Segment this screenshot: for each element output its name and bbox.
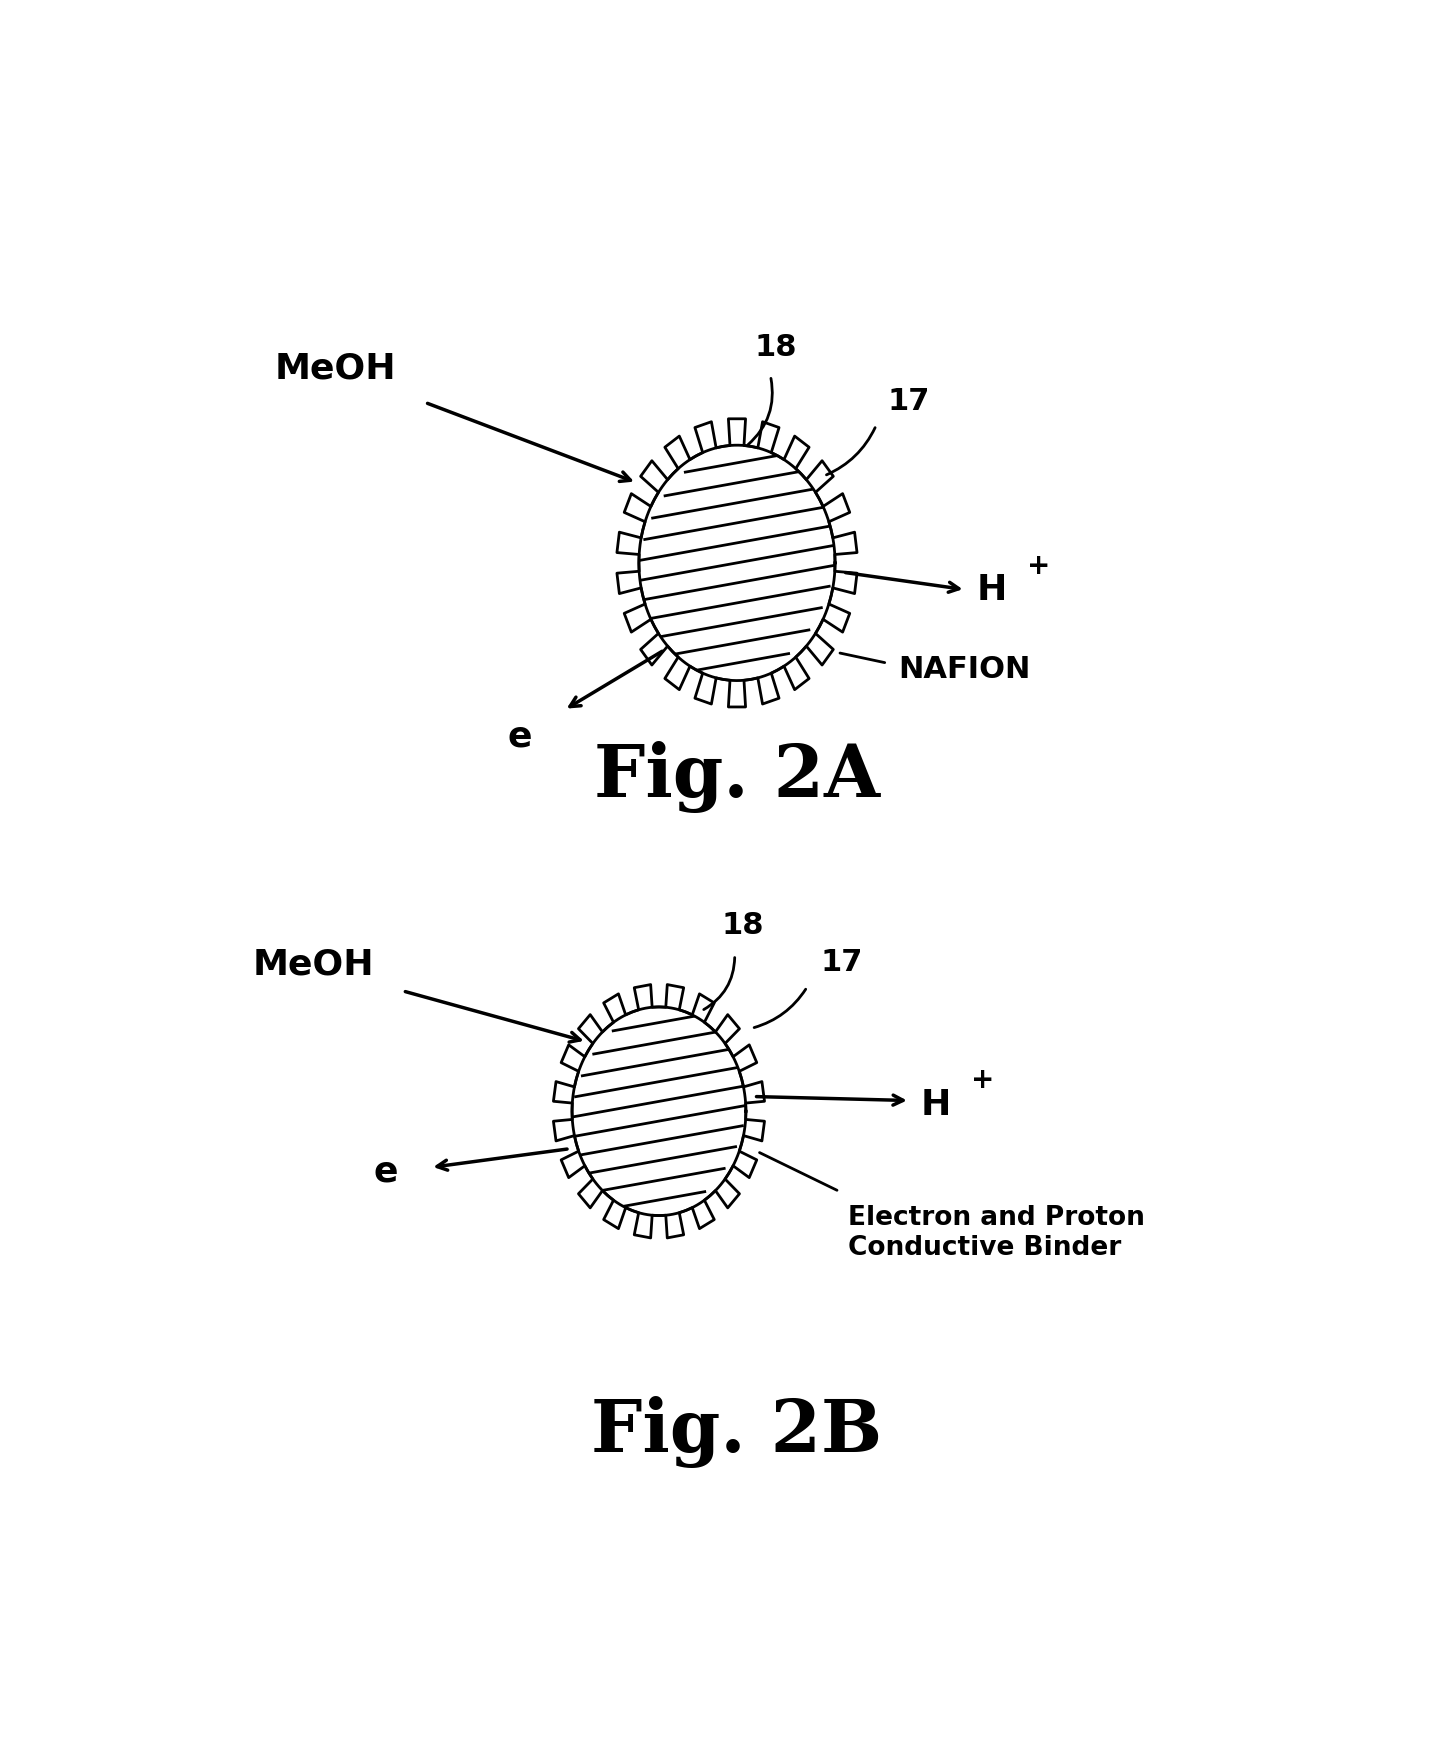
Text: Electron and Proton
Conductive Binder: Electron and Proton Conductive Binder bbox=[848, 1205, 1145, 1261]
Text: 18: 18 bbox=[755, 334, 797, 363]
Circle shape bbox=[638, 445, 835, 681]
Text: MeOH: MeOH bbox=[253, 947, 374, 981]
Text: e: e bbox=[508, 719, 532, 754]
Text: 18: 18 bbox=[722, 910, 764, 940]
Text: H: H bbox=[976, 573, 1007, 606]
Text: +: + bbox=[1027, 552, 1050, 580]
Text: H: H bbox=[920, 1087, 951, 1122]
Text: NAFION: NAFION bbox=[899, 655, 1031, 684]
Text: e: e bbox=[374, 1155, 398, 1188]
Circle shape bbox=[548, 978, 771, 1245]
Circle shape bbox=[572, 1007, 746, 1216]
Text: +: + bbox=[971, 1067, 995, 1094]
Text: 17: 17 bbox=[887, 387, 930, 415]
Text: MeOH: MeOH bbox=[275, 353, 397, 386]
Text: Fig. 2A: Fig. 2A bbox=[594, 742, 880, 813]
Circle shape bbox=[611, 412, 863, 714]
Text: 17: 17 bbox=[821, 948, 863, 978]
Text: Fig. 2B: Fig. 2B bbox=[591, 1397, 883, 1468]
